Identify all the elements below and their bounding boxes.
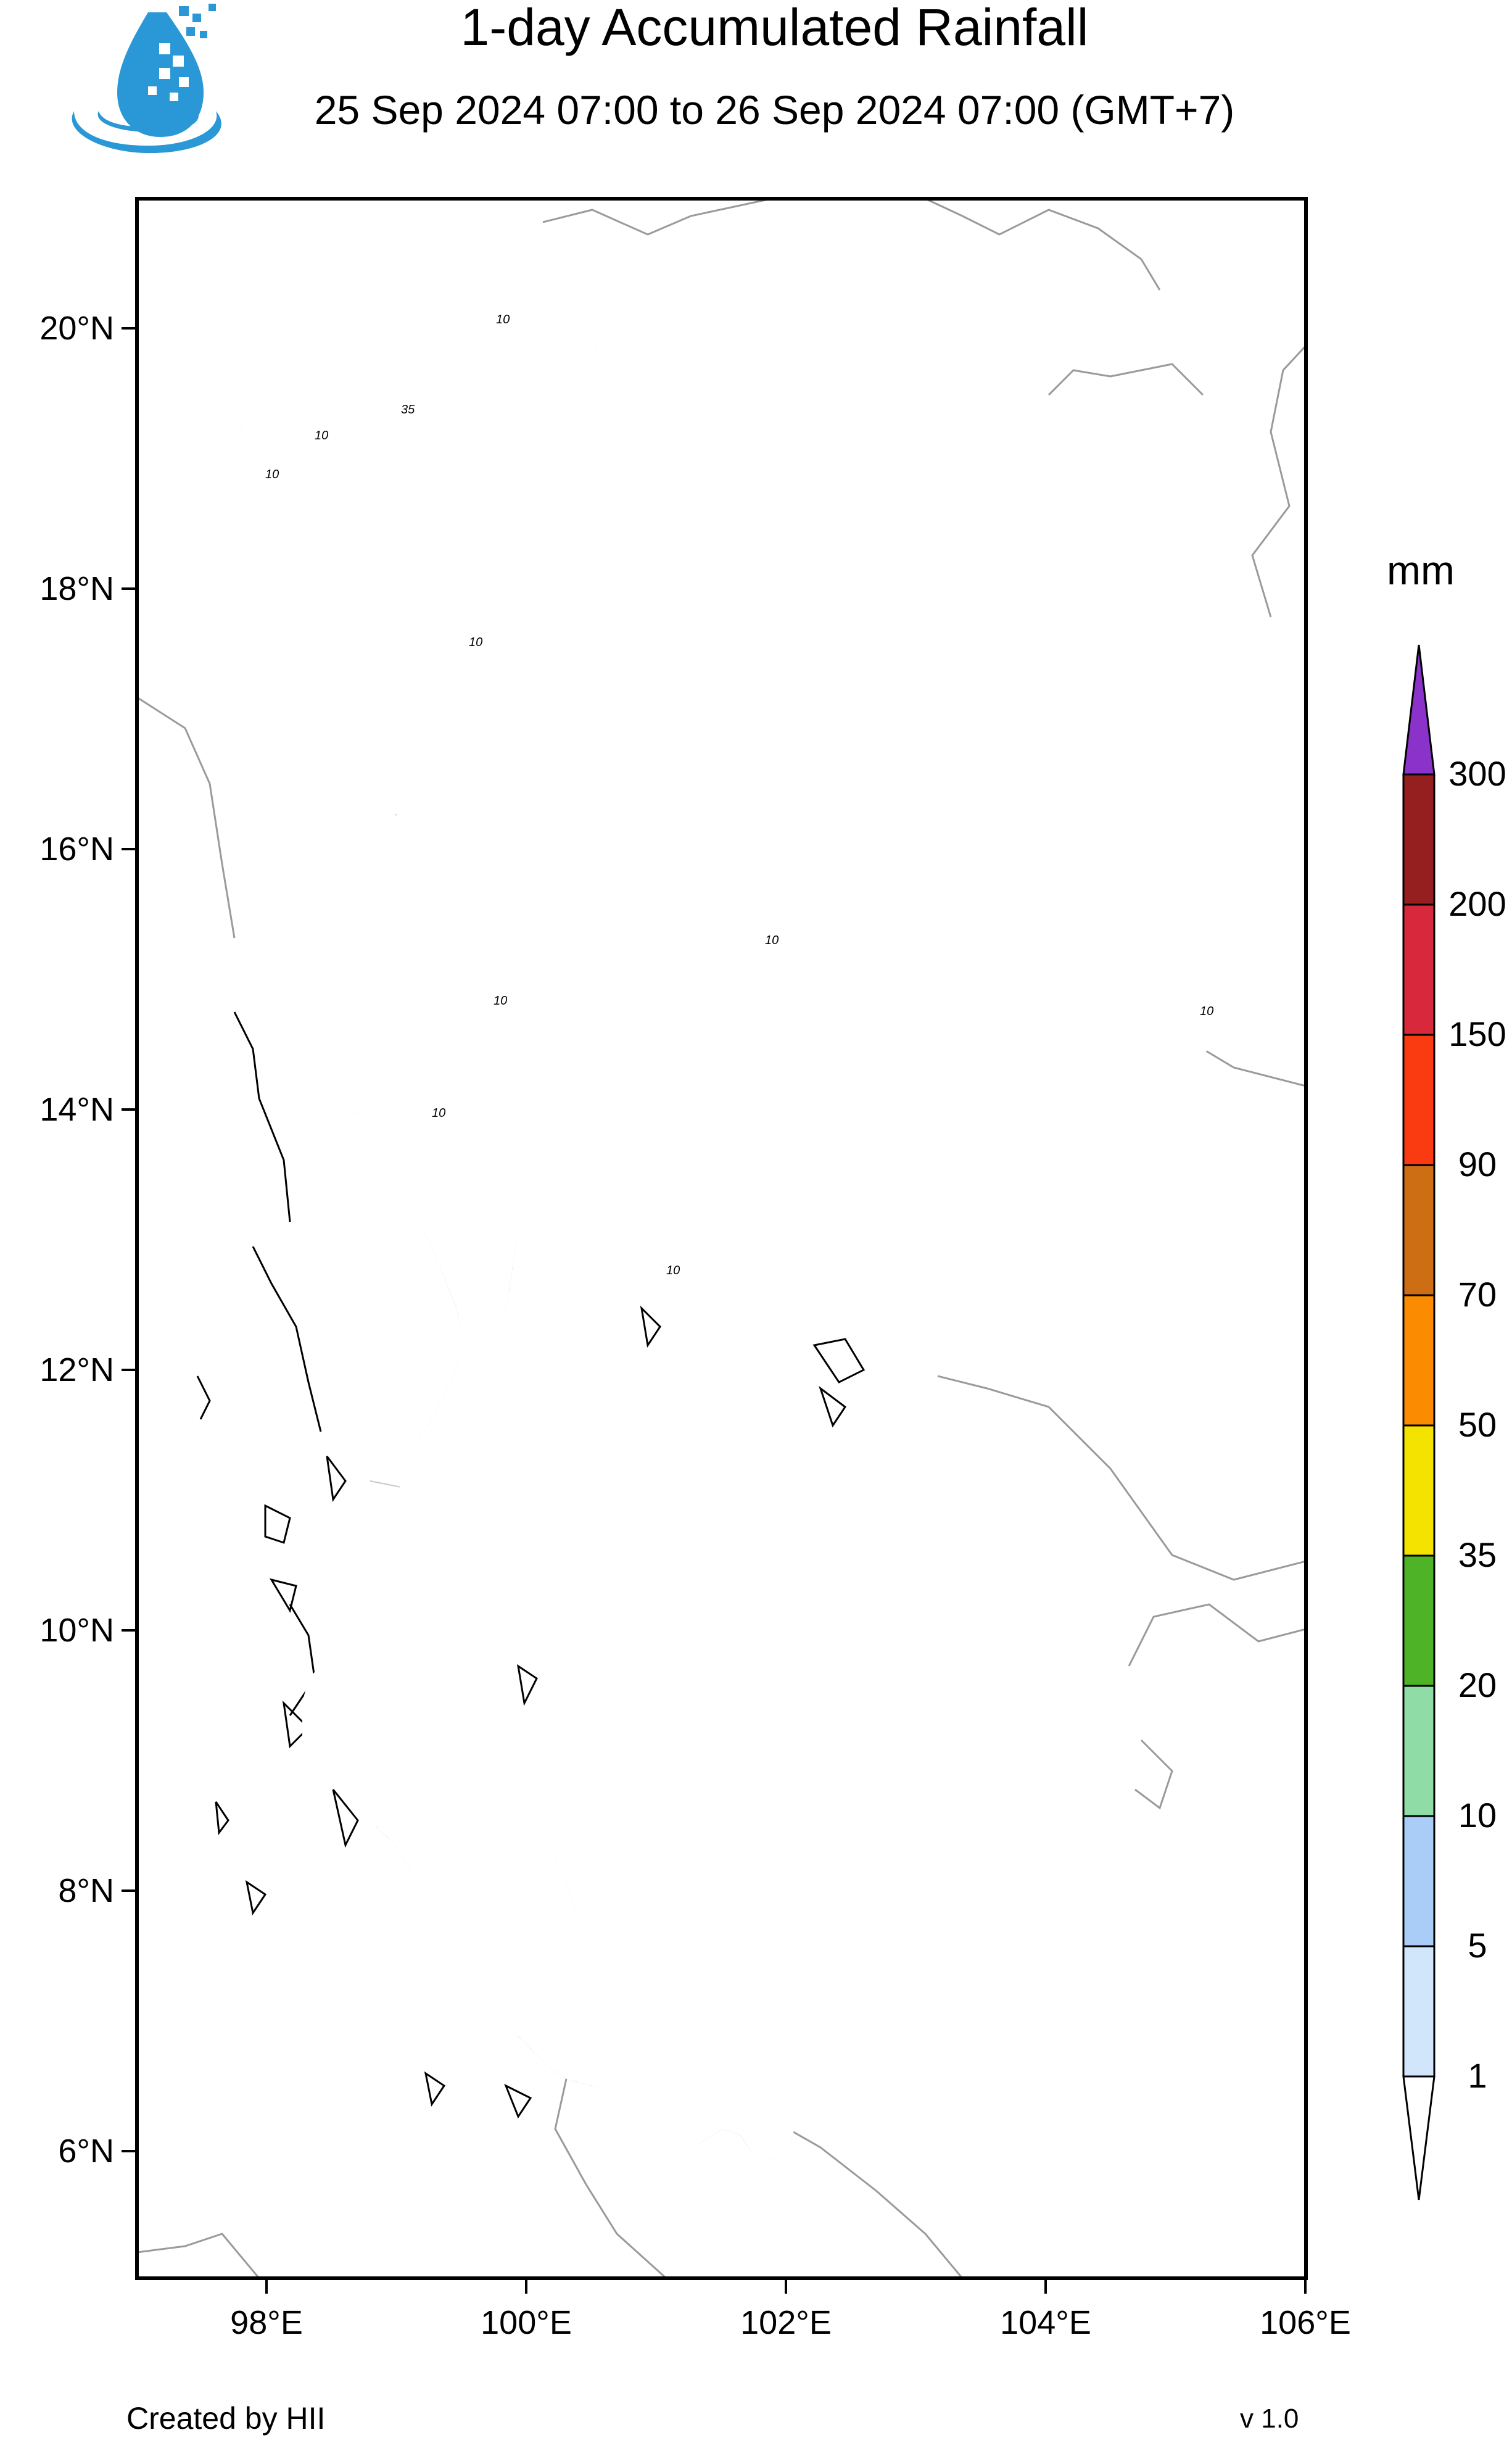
lat-tick-label: 6°N [58,2133,114,2170]
water-drop-logo-icon [72,4,221,154]
credit-text: Created by HII [126,2401,326,2436]
contour-label: 10 [1200,1005,1213,1018]
lat-axis: 20°N 18°N 16°N 14°N 12°N 10°N 8°N 6°N [39,310,137,2170]
colorbar-swatch [1402,1685,1436,1817]
map-title: 1-day Accumulated Rainfall [460,0,1089,56]
contour-label: 10 [666,1264,680,1277]
contour-label: 10 [469,636,482,649]
colorbar-unit-label: mm [1387,547,1455,593]
colorbar-level-label: 90 [1458,1145,1497,1184]
colorbar-high-triangle [1402,644,1436,776]
colorbar-level-label: 10 [1458,1796,1497,1835]
colorbar-level-label: 20 [1458,1665,1497,1704]
colorbar-swatch [1402,1945,1436,2078]
lon-axis: 98°E 100°E 102°E 104°E 106°E [230,2278,1351,2341]
contour-label: 10 [315,429,328,442]
contour-label: 10 [432,1106,445,1120]
lat-tick-label: 10°N [39,1612,114,1649]
colorbar: 1 5 10 20 35 50 70 90 150 200 300 [1402,644,1506,2200]
colorbar-low-triangle [1402,2075,1436,2200]
lon-tick-label: 104°E [1000,2304,1091,2341]
contour-label: 10 [265,468,279,481]
colorbar-swatch [1402,1294,1436,1427]
colorbar-level-label: 35 [1458,1535,1497,1574]
coast-islands [196,1011,865,2119]
colorbar-swatch [1402,903,1436,1036]
lat-tick-label: 18°N [39,570,114,607]
colorbar-swatch [1402,773,1436,906]
colorbar-swatch [1402,1164,1436,1296]
lat-tick-label: 16°N [39,831,114,868]
map-subtitle: 25 Sep 2024 07:00 to 26 Sep 2024 07:00 (… [314,87,1235,133]
contour-label: 35 [401,403,415,417]
colorbar-swatch [1402,1554,1436,1687]
lat-tick-label: 8°N [58,1872,114,1909]
neighbour-borders [137,199,1306,2278]
contour-label: 10 [496,313,510,326]
lat-tick-label: 12°N [39,1351,114,1388]
colorbar-level-label: 70 [1458,1275,1497,1314]
lon-tick-label: 106°E [1260,2304,1351,2341]
colorbar-level-label: 50 [1458,1405,1497,1444]
colorbar-swatch [1402,1424,1436,1557]
map-border [135,197,1308,2280]
contour-labels: 10 10 10 35 10 10 10 10 10 10 [265,313,1213,1277]
lon-tick-label: 98°E [230,2304,303,2341]
version-text: v 1.0 [1240,2404,1299,2434]
colorbar-swatch [1402,1034,1436,1166]
lon-tick-label: 102°E [740,2304,832,2341]
colorbar-level-label: 200 [1448,884,1506,923]
lat-tick-label: 20°N [39,310,114,347]
colorbar-swatch [1402,1815,1436,1947]
contour-label: 10 [765,934,779,947]
colorbar-level-label: 5 [1468,1926,1487,1965]
lat-tick-label: 14°N [39,1091,114,1128]
colorbar-level-label: 150 [1448,1014,1506,1053]
colorbar-level-label: 1 [1468,2056,1487,2095]
colorbar-level-label: 300 [1448,754,1506,793]
lon-tick-label: 100°E [481,2304,572,2341]
contour-label: 10 [494,994,507,1008]
